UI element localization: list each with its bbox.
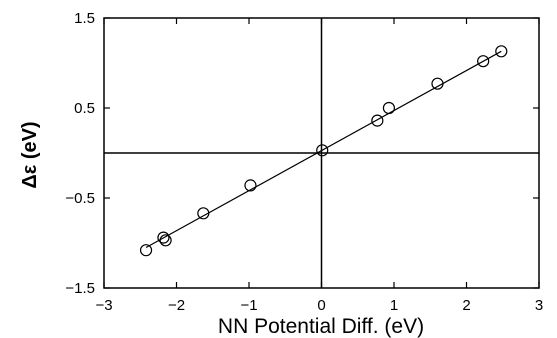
data-point: [139, 244, 153, 257]
x-tick-label: −2: [168, 297, 185, 314]
x-axis-label: NN Potential Diff. (eV): [218, 315, 424, 338]
data-points: [139, 45, 508, 257]
x-tick-labels: −3 −2 −1 0 1 2 3: [95, 297, 543, 314]
fit-line: [145, 50, 502, 249]
data-point: [197, 207, 210, 220]
data-point: [431, 77, 444, 90]
x-tick-label: −1: [240, 297, 257, 314]
y-tick-label: −1.5: [65, 280, 95, 297]
x-tick-label: −3: [95, 297, 112, 314]
data-point: [157, 231, 170, 244]
y-axis-label: Δε (eV): [19, 121, 41, 188]
x-tick-label: 0: [317, 297, 325, 314]
data-point: [382, 101, 396, 115]
y-tick-label: 1.5: [74, 10, 95, 27]
data-point: [371, 114, 384, 127]
reference-lines: [104, 18, 539, 288]
y-tick-label: −0.5: [65, 190, 95, 207]
x-tick-label: 1: [390, 297, 398, 314]
data-point: [159, 234, 172, 247]
y-tick-labels: 1.5 0.5 −0.5 −1.5: [65, 10, 95, 297]
data-point: [244, 179, 257, 192]
x-tick-label: 2: [462, 297, 470, 314]
x-tick-label: 3: [535, 297, 543, 314]
fit-line-group: [145, 50, 502, 249]
axis-ticks: [103, 17, 540, 289]
data-point: [316, 144, 329, 157]
data-point: [495, 45, 508, 58]
data-point: [477, 55, 490, 68]
y-tick-label: 0.5: [74, 100, 95, 117]
